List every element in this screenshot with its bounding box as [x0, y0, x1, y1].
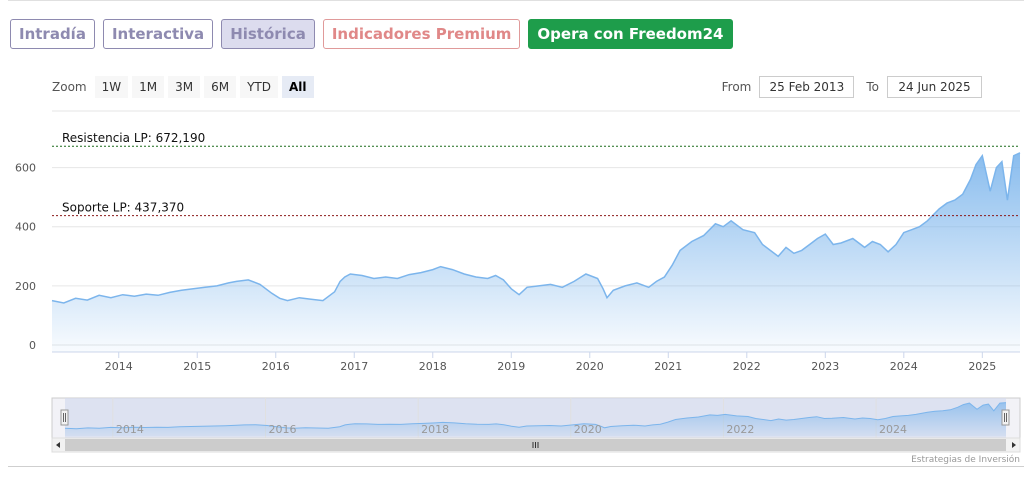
chart-credit: Estrategias de Inversión	[911, 454, 1020, 465]
navigator-tick-label: 2018	[421, 423, 449, 436]
zoom-label: Zoom	[52, 80, 87, 94]
x-tick-label: 2014	[105, 360, 133, 373]
opera-freedom24-button[interactable]: Opera con Freedom24	[528, 19, 733, 49]
scroll-right-arrow-icon[interactable]	[1012, 442, 1016, 448]
zoom-6m-button[interactable]: 6M	[204, 76, 237, 98]
navigator-right-handle[interactable]	[1001, 409, 1010, 426]
tab-bar: Intradía Interactiva Histórica Indicador…	[10, 19, 733, 49]
tab-intradia[interactable]: Intradía	[10, 19, 95, 49]
x-tick-label: 2017	[340, 360, 368, 373]
tab-historica[interactable]: Histórica	[221, 19, 315, 49]
y-tick-label: 400	[15, 221, 36, 234]
x-tick-label: 2018	[419, 360, 447, 373]
zoom-1m-button[interactable]: 1M	[132, 76, 165, 98]
x-tick-label: 2023	[811, 360, 839, 373]
navigator-left-handle[interactable]	[60, 409, 69, 426]
x-tick-label: 2024	[890, 360, 918, 373]
navigator-area	[65, 402, 1006, 436]
zoom-bar: Zoom 1W 1M 3M 6M YTD All	[52, 76, 314, 98]
x-tick-label: 2025	[968, 360, 996, 373]
navigator-tick-label: 2014	[116, 423, 144, 436]
zoom-1w-button[interactable]: 1W	[94, 76, 129, 98]
x-tick-label: 2019	[497, 360, 525, 373]
navigator-ticks: 2014 2016 2018 2020 2022 2024	[116, 423, 907, 436]
x-tick-label: 2020	[576, 360, 604, 373]
zoom-all-button[interactable]: All	[282, 76, 314, 98]
navigator-tick-label: 2022	[726, 423, 754, 436]
from-label: From	[721, 80, 752, 94]
y-axis: 0 200 400 600	[15, 162, 36, 352]
y-tick-label: 200	[15, 280, 36, 293]
x-tick-label: 2016	[262, 360, 290, 373]
x-axis: 2014 2015 2016 2017 2018 2019 2020 2021 2022 2023…	[52, 351, 1020, 373]
x-tick-label: 2022	[733, 360, 761, 373]
from-date-input[interactable]: 25 Feb 2013	[759, 76, 855, 98]
to-date-input[interactable]: 24 Jun 2025	[887, 76, 982, 98]
zoom-ytd-button[interactable]: YTD	[240, 76, 278, 98]
navigator-tick-label: 2024	[879, 423, 907, 436]
to-label: To	[866, 80, 879, 94]
navigator-line	[64, 402, 1007, 430]
support-label: Soporte LP: 437,370	[62, 201, 184, 215]
resistance-label: Resistencia LP: 672,190	[62, 131, 205, 145]
price-series-line	[51, 152, 1021, 304]
y-tick-label: 0	[29, 339, 36, 352]
scroll-left-arrow-icon[interactable]	[56, 442, 60, 448]
bottom-divider	[8, 466, 1024, 467]
navigator-tick-label: 2016	[269, 423, 297, 436]
tab-indicadores-premium[interactable]: Indicadores Premium	[322, 19, 521, 49]
tab-interactiva[interactable]: Interactiva	[102, 19, 214, 49]
navigator-tick-label: 2020	[574, 423, 602, 436]
x-tick-label: 2021	[654, 360, 682, 373]
zoom-3m-button[interactable]: 3M	[168, 76, 201, 98]
x-tick-label: 2015	[183, 360, 211, 373]
y-tick-label: 600	[15, 162, 36, 175]
date-range-selector: From 25 Feb 2013 To 24 Jun 2025	[722, 76, 982, 98]
top-divider	[8, 0, 1024, 1]
price-area	[52, 152, 1020, 352]
